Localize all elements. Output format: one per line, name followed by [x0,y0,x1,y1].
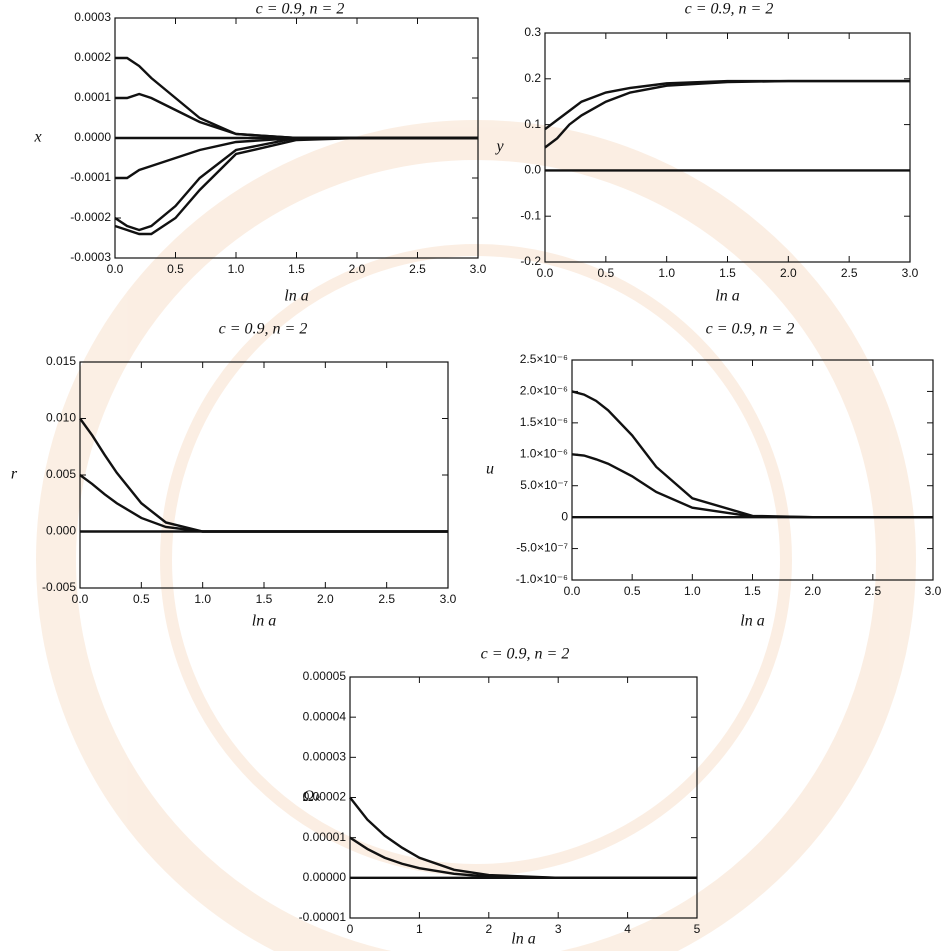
y-tick-label: 0.0002 [74,50,111,64]
y-tick-label: -0.0002 [70,210,111,224]
x-tick-label: 0.0 [537,266,554,280]
y-tick-label: 0.0000 [74,130,111,144]
data-line [114,136,478,236]
x-tick-label: 3.0 [470,262,487,276]
x-tick-label: 2 [485,922,492,936]
y-tick-label: 0.00004 [303,709,347,723]
x-axis-label: ln a [252,613,276,630]
x-tick-label: 0.5 [133,592,150,606]
y-tick-label: 0.00003 [303,750,347,764]
chart-title: c = 0.9, n = 2 [256,1,345,18]
x-tick-label: 1 [416,922,423,936]
x-tick-label: 1.0 [194,592,211,606]
y-axis-label: u [486,461,494,478]
y-tick-label: -5.0×10⁻⁷ [516,541,568,555]
x-axis-label: ln a [284,288,308,305]
x-tick-label: 0.0 [107,262,124,276]
x-tick-label: 0.5 [167,262,184,276]
y-tick-label: -1.0×10⁻⁶ [516,572,568,586]
x-tick-label: 2.0 [804,584,821,598]
x-tick-label: 1.5 [719,266,736,280]
watermark [36,120,916,951]
x-tick-label: 5 [694,922,701,936]
data-line [544,79,910,149]
x-tick-label: 2.5 [841,266,858,280]
x-tick-label: 2.5 [409,262,426,276]
y-tick-label: 0.00005 [303,669,347,683]
x-tick-label: 0.0 [72,592,89,606]
x-tick-label: 2.5 [864,584,881,598]
y-tick-label: 0.000 [46,524,76,538]
x-tick-label: 2.5 [378,592,395,606]
y-tick-label: -0.005 [42,580,76,594]
x-tick-label: 1.0 [658,266,675,280]
y-tick-label: 0.2 [524,71,541,85]
y-tick-label: 2.5×10⁻⁶ [520,352,568,366]
y-tick-label: 0.005 [46,467,76,481]
x-tick-label: 2.0 [317,592,334,606]
y-tick-label: 0.010 [46,411,76,425]
x-tick-label: 1.0 [228,262,245,276]
x-tick-label: 2.0 [780,266,797,280]
y-tick-label: -0.0001 [70,170,111,184]
y-tick-label: 0.1 [524,117,541,131]
chart-title: c = 0.9, n = 2 [685,1,774,18]
chart-title: c = 0.9, n = 2 [219,321,308,338]
x-tick-label: 0.0 [564,584,581,598]
x-tick-label: 1.0 [684,584,701,598]
data-line [79,474,448,533]
x-tick-label: 1.5 [744,584,761,598]
y-tick-label: 0.0001 [74,90,111,104]
x-tick-label: 3.0 [440,592,457,606]
x-axis-label: ln a [740,613,764,630]
y-tick-label: 0 [561,509,568,523]
y-tick-label: -0.0003 [70,250,111,264]
y-tick-label: 0.0003 [74,10,111,24]
x-tick-label: 1.5 [256,592,273,606]
x-tick-label: 0.5 [624,584,641,598]
y-axis-label: y [494,138,504,155]
y-tick-label: -0.1 [520,208,541,222]
x-tick-label: 3.0 [902,266,919,280]
y-tick-label: 0.3 [524,25,541,39]
y-axis-label: Ωₖ [303,788,322,805]
chart-title: c = 0.9, n = 2 [481,646,570,663]
y-axis-label: x [33,129,41,146]
y-tick-label: -0.00001 [299,910,347,924]
x-tick-label: 3.0 [925,584,942,598]
y-tick-label: 0.015 [46,354,76,368]
chart-title: c = 0.9, n = 2 [706,321,795,338]
y-axis-label: r [11,466,18,483]
y-tick-label: 1.5×10⁻⁶ [520,415,568,429]
plot-frame [79,361,449,589]
y-tick-label: 0.00001 [303,830,347,844]
x-axis-label: ln a [511,931,535,948]
x-tick-label: 1.5 [288,262,305,276]
y-tick-label: -0.2 [520,254,541,268]
y-tick-label: 2.0×10⁻⁶ [520,384,568,398]
y-tick-label: 0.00002 [303,790,347,804]
x-tick-label: 3 [555,922,562,936]
x-tick-label: 4 [624,922,631,936]
x-axis-label: ln a [715,288,739,305]
x-tick-label: 2.0 [349,262,366,276]
y-tick-label: 0.0 [524,163,541,177]
y-tick-label: 0.00000 [303,870,347,884]
plot-frame [349,676,698,919]
x-tick-label: 0.5 [597,266,614,280]
y-tick-label: 5.0×10⁻⁷ [520,478,568,492]
y-tick-label: 1.0×10⁻⁶ [520,446,568,460]
x-tick-label: 0 [347,922,354,936]
